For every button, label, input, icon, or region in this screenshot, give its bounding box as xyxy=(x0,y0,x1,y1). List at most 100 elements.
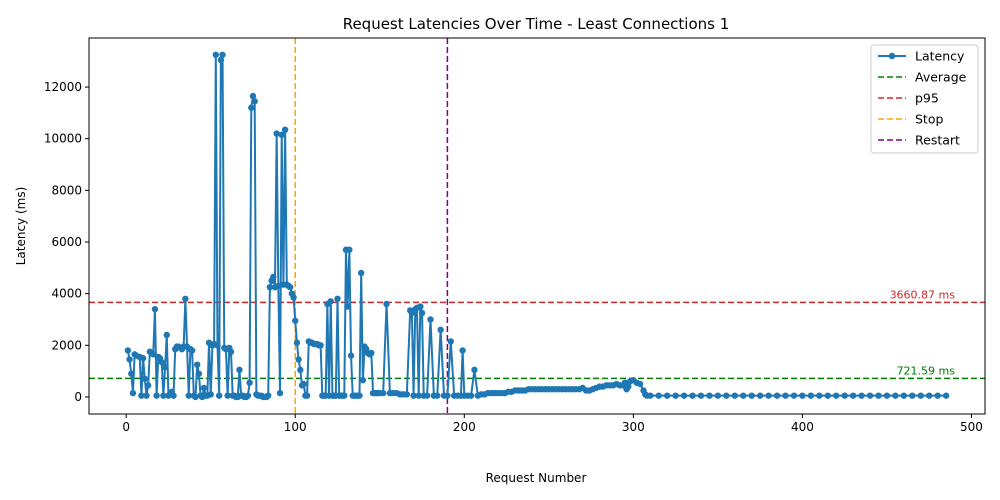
data-point xyxy=(663,392,671,399)
data-point xyxy=(423,392,431,399)
data-point xyxy=(224,392,231,399)
data-point xyxy=(858,392,865,399)
data-point xyxy=(273,130,280,137)
y-tick-label: 0 xyxy=(74,390,82,404)
data-point xyxy=(833,392,840,399)
legend-label: p95 xyxy=(915,91,939,106)
data-point xyxy=(138,392,145,399)
data-point xyxy=(866,392,874,399)
data-point xyxy=(773,392,781,399)
data-point xyxy=(415,392,422,399)
data-point xyxy=(942,392,950,399)
data-point xyxy=(934,392,941,399)
data-point xyxy=(188,347,196,354)
data-point xyxy=(317,342,324,349)
legend-label: Stop xyxy=(915,112,943,127)
data-point xyxy=(170,392,177,399)
plot-content xyxy=(89,38,985,414)
x-tick-label: 400 xyxy=(791,420,814,434)
data-point xyxy=(740,392,747,399)
data-point xyxy=(875,392,882,399)
data-point xyxy=(368,349,375,357)
data-point xyxy=(151,305,159,313)
data-point xyxy=(290,294,297,301)
data-point xyxy=(212,51,219,58)
data-point xyxy=(327,298,334,305)
data-point xyxy=(141,375,148,383)
data-point xyxy=(219,51,226,58)
plot-area: 721.59 ms 3660.87 ms xyxy=(89,38,985,414)
data-point xyxy=(303,392,311,399)
data-point xyxy=(153,392,160,399)
data-point xyxy=(244,392,252,399)
data-point xyxy=(139,355,147,362)
data-point xyxy=(417,303,424,310)
data-point xyxy=(144,382,152,389)
data-point xyxy=(158,358,165,366)
data-point xyxy=(160,392,167,399)
x-tick-label: 0 xyxy=(122,420,130,434)
data-point xyxy=(214,342,221,349)
data-point xyxy=(215,392,223,399)
data-point xyxy=(655,392,662,399)
data-point xyxy=(418,309,426,317)
hline-label-p95: 3660.87 ms xyxy=(890,288,956,301)
legend-marker xyxy=(888,52,896,60)
data-point xyxy=(195,370,203,377)
data-point xyxy=(883,392,891,399)
data-point xyxy=(383,300,390,308)
data-point xyxy=(917,392,924,399)
data-point xyxy=(163,331,170,339)
data-point xyxy=(276,389,284,397)
data-point xyxy=(765,392,772,399)
data-point xyxy=(251,98,258,105)
data-point xyxy=(246,379,253,386)
data-point xyxy=(697,392,705,399)
data-point xyxy=(194,361,201,368)
data-point xyxy=(295,356,302,363)
data-point xyxy=(689,392,696,399)
data-point xyxy=(427,316,434,323)
legend-label: Average xyxy=(915,70,967,85)
data-point xyxy=(275,282,282,290)
y-tick-label: 6000 xyxy=(51,235,82,249)
legend-item-restart: Restart xyxy=(878,133,960,148)
data-point xyxy=(680,392,688,399)
data-point xyxy=(403,391,411,398)
y-axis-ticks: 0 2000 4000 6000 8000 10000 12000 xyxy=(44,80,89,404)
data-point xyxy=(143,392,150,399)
data-point xyxy=(909,392,916,399)
data-point xyxy=(841,392,848,399)
plot-frame xyxy=(88,37,986,415)
data-point xyxy=(128,370,135,377)
data-point xyxy=(816,392,823,399)
y-tick-label: 4000 xyxy=(51,287,82,301)
data-point xyxy=(207,391,214,398)
legend-frame xyxy=(870,44,979,154)
data-point xyxy=(278,131,285,139)
data-point xyxy=(849,392,857,399)
data-point xyxy=(437,326,444,334)
data-point xyxy=(266,284,274,291)
data-point xyxy=(300,380,307,388)
data-point xyxy=(756,392,764,399)
data-point xyxy=(447,338,454,345)
data-point xyxy=(900,392,908,399)
legend-item-stop: Stop xyxy=(878,112,943,127)
data-point xyxy=(748,392,755,399)
x-axis-ticks: 0 100 200 300 400 500 xyxy=(122,414,983,434)
y-tick-label: 10000 xyxy=(44,132,82,146)
x-tick-label: 200 xyxy=(453,420,476,434)
hline-label-average: 721.59 ms xyxy=(897,364,956,377)
data-point xyxy=(359,376,367,384)
data-point xyxy=(471,366,478,374)
data-point xyxy=(434,392,441,399)
data-point xyxy=(161,364,169,371)
data-point xyxy=(347,352,355,359)
y-tick-label: 12000 xyxy=(44,80,82,94)
y-tick-label: 8000 xyxy=(51,183,82,197)
data-point xyxy=(790,392,798,399)
data-point xyxy=(227,348,235,355)
